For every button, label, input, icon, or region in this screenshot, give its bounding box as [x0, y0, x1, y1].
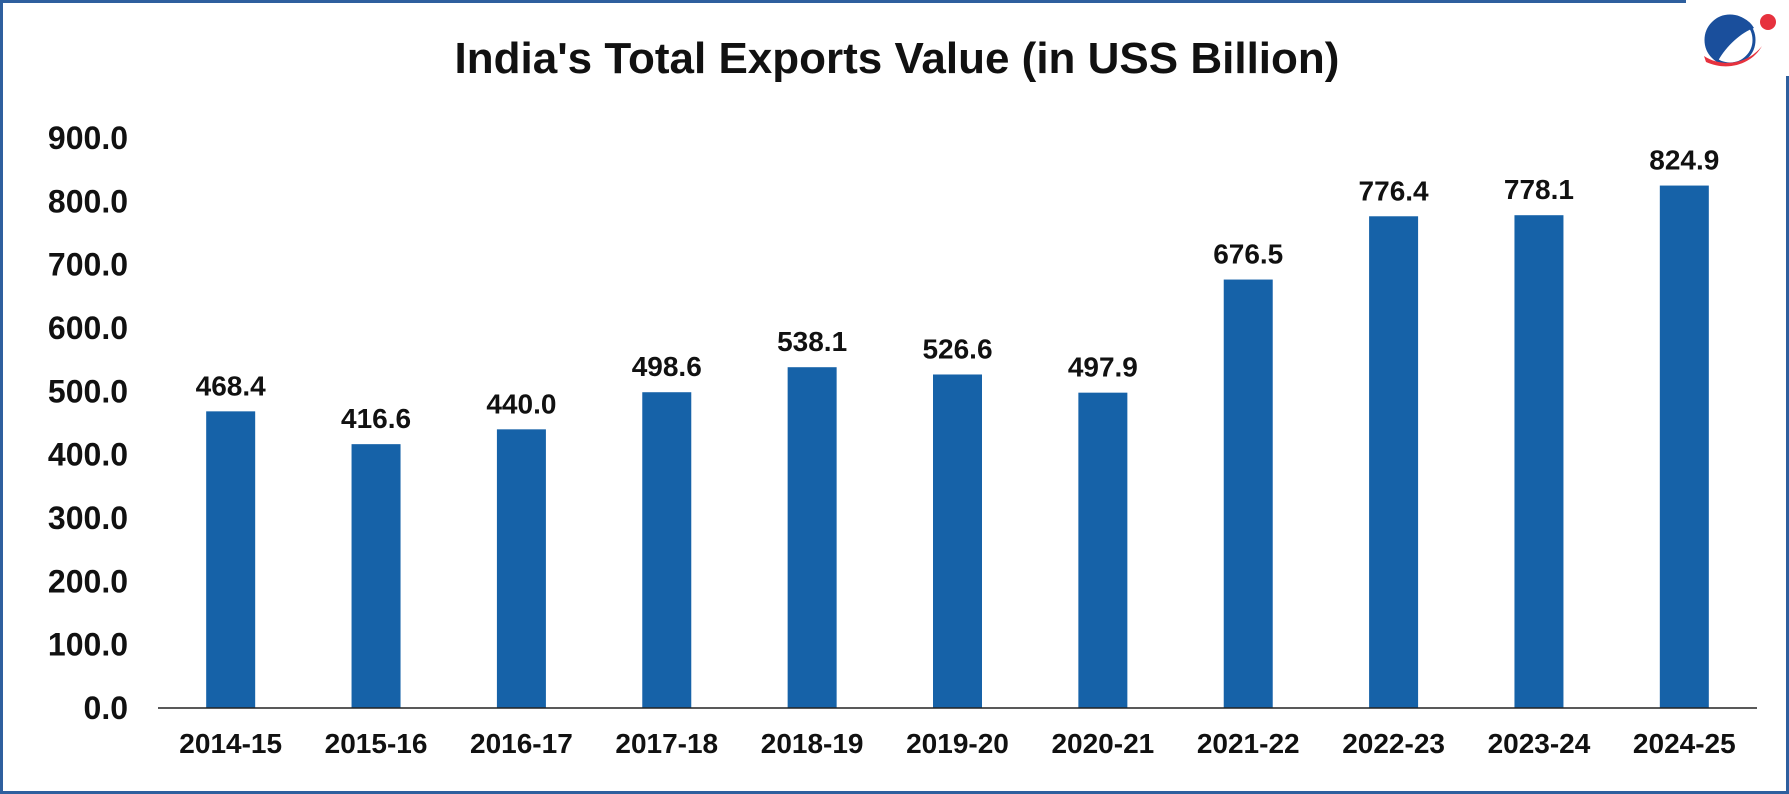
x-tick-label: 2016-17: [470, 728, 573, 759]
y-tick-label: 100.0: [48, 627, 128, 663]
bar: [351, 444, 401, 708]
y-tick-label: 300.0: [48, 500, 128, 536]
x-tick-label: 2019-20: [906, 728, 1009, 759]
y-tick-label: 700.0: [48, 247, 128, 283]
globe-logo-icon: [1704, 14, 1776, 67]
y-tick-label: 500.0: [48, 373, 128, 409]
y-tick-label: 400.0: [48, 437, 128, 473]
bar: [1078, 392, 1128, 708]
x-tick-label: 2022-23: [1342, 728, 1445, 759]
data-label: 416.6: [341, 403, 411, 434]
bar: [1659, 185, 1709, 708]
y-tick-label: 0.0: [84, 690, 128, 726]
x-tick-label: 2024-25: [1633, 728, 1736, 759]
x-tick-label: 2021-22: [1197, 728, 1300, 759]
x-tick-label: 2017-18: [615, 728, 718, 759]
y-tick-label: 200.0: [48, 563, 128, 599]
bar: [1514, 215, 1564, 708]
x-tick-label: 2018-19: [761, 728, 864, 759]
data-label: 498.6: [632, 351, 702, 382]
x-tick-label: 2014-15: [179, 728, 282, 759]
chart-title: India's Total Exports Value (in USS Bill…: [455, 34, 1340, 83]
data-label: 440.0: [486, 388, 556, 419]
data-label: 497.9: [1068, 352, 1138, 383]
x-tick-label: 2015-16: [325, 728, 428, 759]
x-tick-label: 2023-24: [1488, 728, 1591, 759]
data-label: 824.9: [1649, 145, 1719, 176]
bar: [1369, 216, 1419, 708]
bar: [933, 374, 982, 708]
data-label: 776.4: [1359, 175, 1429, 206]
y-tick-label: 900.0: [48, 120, 128, 156]
plot-area: 0.0 100.0 200.0 300.0 400.0 500.0 600.0 700.0 80…: [48, 120, 1757, 759]
bar: [206, 411, 256, 708]
y-tick-label: 600.0: [48, 310, 128, 346]
bar: [787, 367, 837, 708]
bar: [642, 392, 692, 708]
data-label: 468.4: [196, 370, 266, 401]
data-label: 676.5: [1213, 239, 1283, 270]
data-label: 526.6: [922, 333, 992, 364]
data-label: 778.1: [1504, 174, 1574, 205]
x-tick-label: 2020-21: [1051, 728, 1154, 759]
bar: [496, 429, 546, 708]
bar: [1223, 279, 1273, 708]
y-tick-label: 800.0: [48, 183, 128, 219]
data-label: 538.1: [777, 326, 847, 357]
